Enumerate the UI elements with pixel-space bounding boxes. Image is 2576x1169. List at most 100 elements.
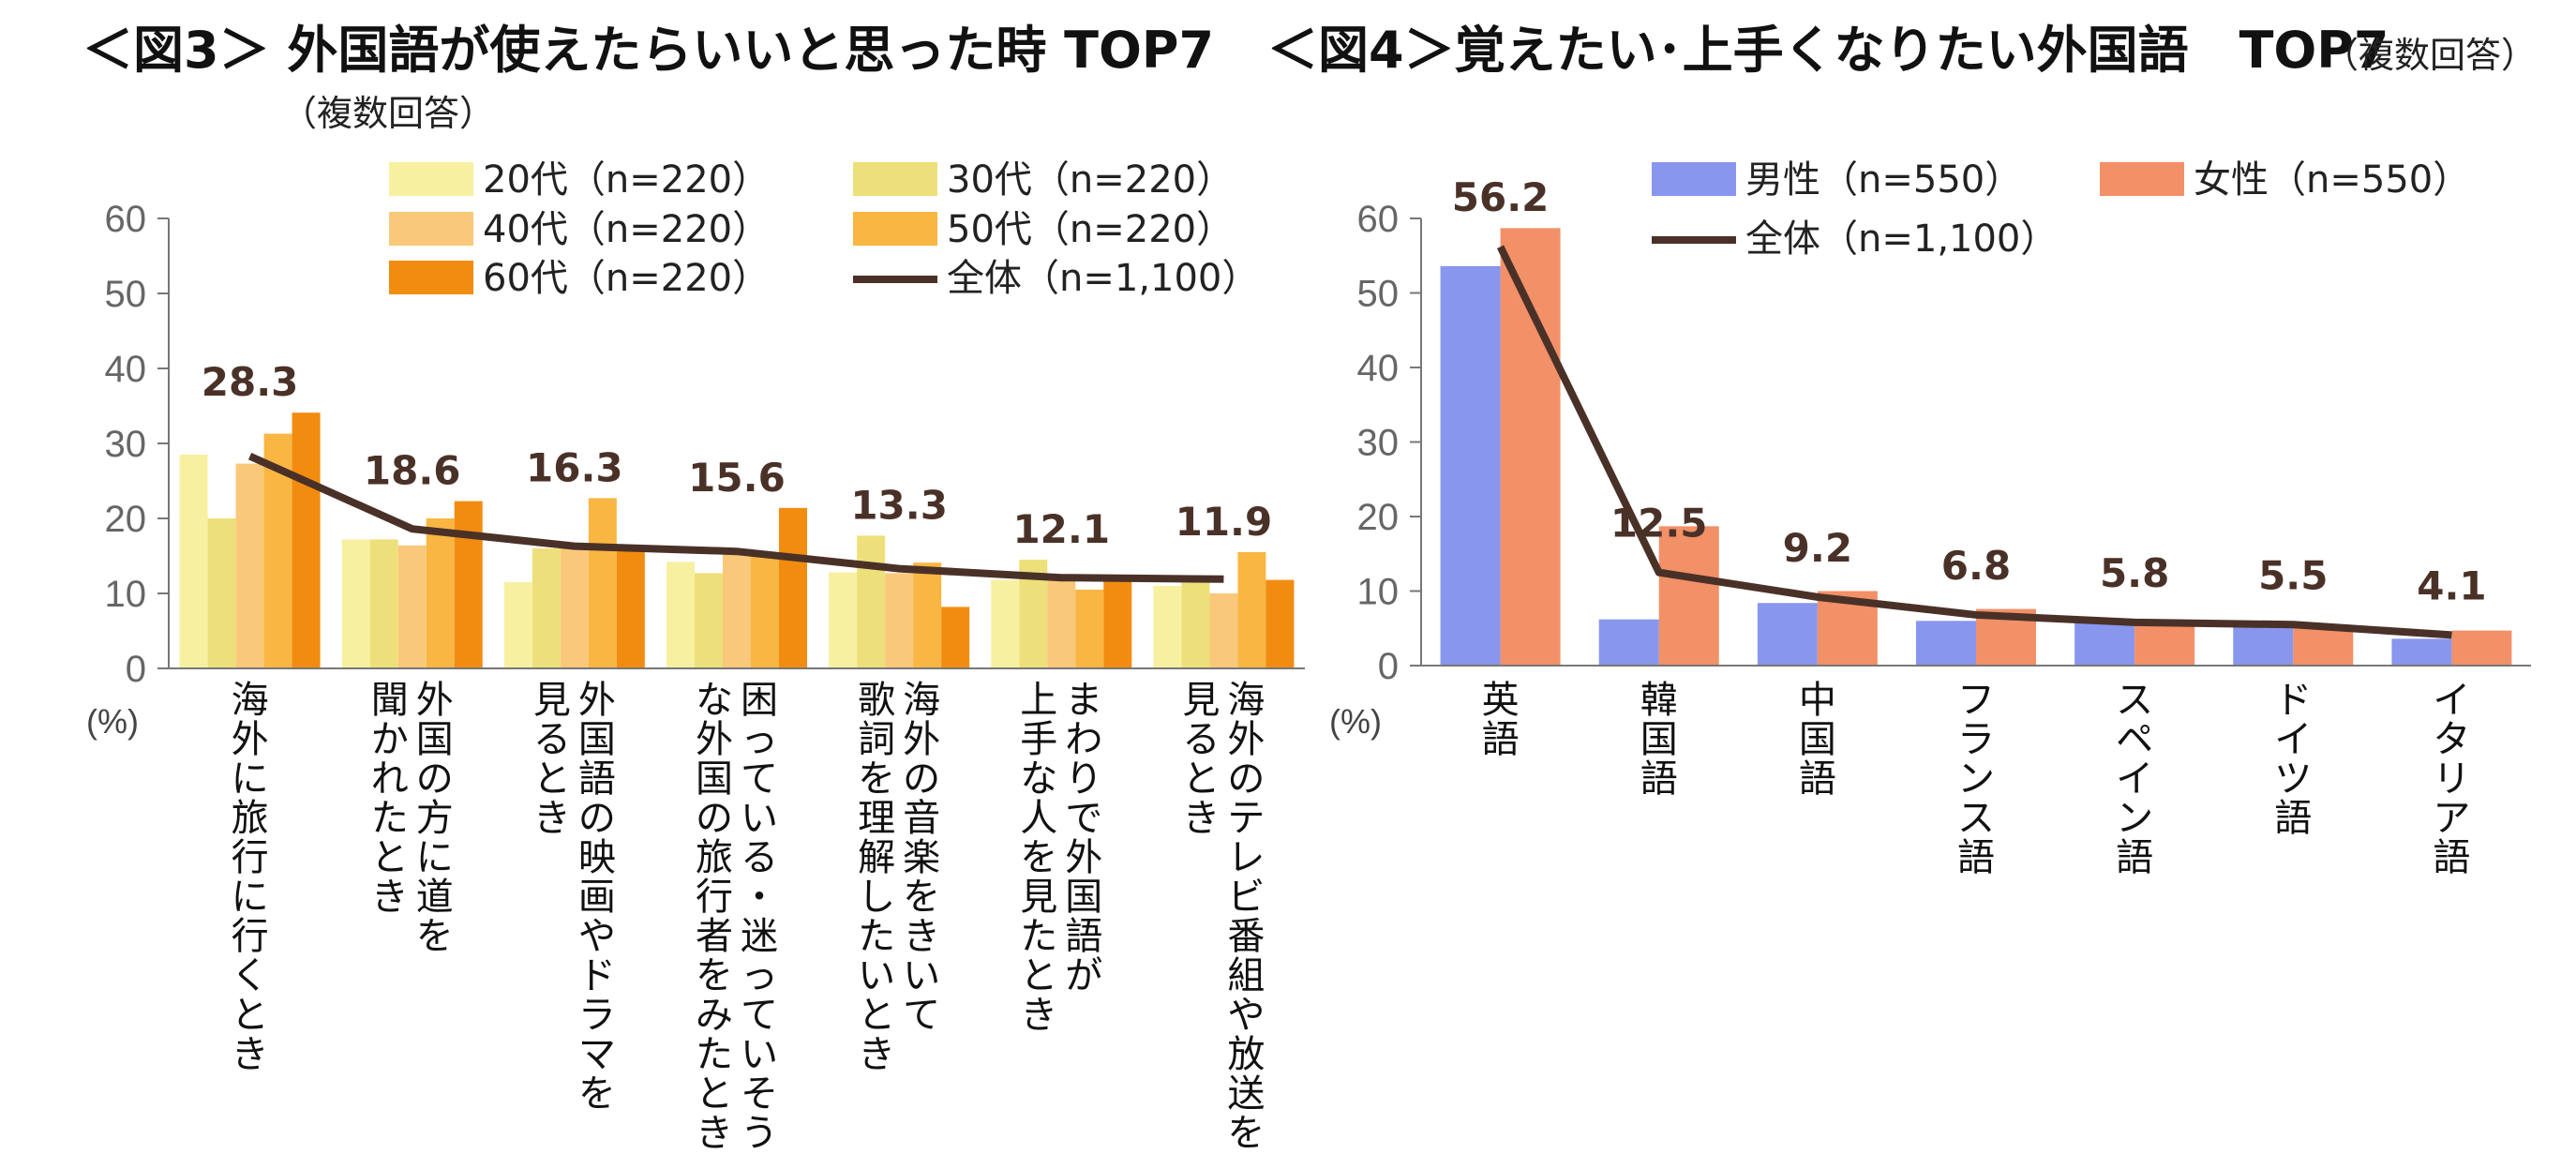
category-label: 見るとき [533, 679, 571, 840]
y-tick-label: 10 [105, 574, 147, 615]
legend-swatch [853, 162, 937, 196]
bar [1237, 552, 1266, 668]
data-label: 9.2 [1783, 525, 1852, 571]
bar [913, 562, 942, 668]
legend-label: 50代（n=220） [947, 208, 1234, 251]
bar [1075, 590, 1104, 668]
total-series-line [247, 452, 1224, 583]
bar [292, 412, 321, 668]
bar [426, 518, 455, 668]
legend-label: 男性（n=550） [1745, 158, 2022, 202]
category-label: 外国語の映画やドラマを [578, 679, 616, 1116]
bar [779, 507, 807, 668]
bar [560, 546, 589, 668]
category-label: 上手な人を見たとき [1020, 679, 1057, 1037]
data-label: 6.8 [1941, 543, 2011, 589]
y-tick-label: 30 [105, 424, 147, 465]
category-label: な外国の旅行者をみたとき [696, 679, 733, 1155]
y-tick-label: 30 [1357, 423, 1400, 464]
data-label: 5.5 [2258, 552, 2328, 598]
y-tick-label: 40 [105, 349, 147, 390]
legend-label: 女性（n=550） [2194, 158, 2470, 202]
bar [723, 552, 751, 668]
figure4-plot: 0 10 20 30 40 50 60 56.2 12.5 9.2 6.8 5.8 5.5 4.1 英語 韓国… [1357, 158, 2531, 879]
legend-label: 全体（n=1,100） [1745, 217, 2058, 261]
bar [1209, 593, 1238, 668]
data-label: 16.3 [526, 444, 623, 490]
category-label: 見るとき [1182, 679, 1220, 840]
bar [588, 498, 617, 668]
category-label: 海外に旅行に行くとき [232, 679, 269, 1076]
figure3-plot: 0 10 20 30 40 50 60 28.3 18.6 16.3 15.6 13.3 12.1 11.… [105, 158, 1305, 1155]
bar [1757, 603, 1818, 666]
bar [2391, 638, 2452, 666]
data-label: 15.6 [688, 455, 786, 501]
bar [2134, 622, 2195, 666]
bar [1266, 579, 1295, 668]
bar [1916, 621, 1976, 666]
category-label: 聞かれたとき [371, 679, 409, 919]
figure3-unit-label: (%) [86, 702, 139, 741]
bar [1440, 265, 1501, 666]
bar [1658, 526, 1719, 666]
category-label: 韓国語 [1640, 679, 1678, 801]
bar [991, 579, 1020, 668]
bar [1047, 579, 1076, 668]
bar [829, 572, 858, 668]
y-tick-label: 50 [105, 274, 147, 315]
bar [2233, 626, 2294, 666]
data-label: 28.3 [202, 359, 299, 405]
figure4-subtitle: （複数回答） [2323, 35, 2537, 76]
figure3-title: ＜図3＞ 外国語が使えたらいいと思った時 TOP7 [82, 21, 1214, 80]
legend-swatch [389, 212, 473, 246]
bar [532, 548, 561, 668]
legend-label: 40代（n=220） [483, 208, 770, 251]
data-label: 56.2 [1452, 174, 1550, 220]
bar [235, 463, 264, 668]
bar [397, 545, 427, 668]
category-label: 海外のテレビ番組や放送を [1227, 679, 1265, 1155]
data-label: 13.3 [850, 482, 948, 528]
data-label: 4.1 [2417, 562, 2486, 608]
bar [2451, 630, 2512, 666]
y-tick-label: 60 [105, 199, 147, 240]
data-label: 18.6 [364, 448, 461, 494]
bar [179, 455, 208, 668]
legend-swatch [389, 261, 473, 294]
category-label: 英語 [1482, 679, 1520, 761]
y-tick-label: 40 [1357, 348, 1400, 389]
bar [207, 518, 236, 668]
y-tick-label: 10 [1357, 572, 1400, 613]
bar [454, 501, 483, 668]
legend-label: 60代（n=220） [483, 257, 770, 300]
category-label: 海外の音楽をきいて [903, 679, 940, 1037]
legend-label: 20代（n=220） [483, 158, 770, 202]
data-label: 12.1 [1012, 506, 1110, 552]
y-tick-label: 0 [126, 649, 146, 690]
category-label: 困っている・迷っていそう [741, 679, 778, 1155]
category-label: 外国の方に道を [416, 679, 454, 958]
bar [1598, 619, 1659, 666]
category-label: 歌詞を理解したいとき [858, 679, 895, 1076]
legend-swatch [2100, 162, 2184, 196]
category-label: ドイツ語 [2274, 679, 2312, 840]
total-series-line [1496, 245, 2452, 639]
legend-swatch [853, 212, 937, 246]
data-label: 11.9 [1176, 499, 1273, 545]
data-label: 5.8 [2100, 550, 2169, 596]
bar [1103, 579, 1132, 668]
y-tick-label: 50 [1357, 274, 1400, 315]
bar [2074, 622, 2135, 666]
legend-label: 全体（n=1,100） [947, 257, 1259, 300]
category-label: まわりで外国語が [1065, 679, 1102, 997]
bar [666, 562, 695, 668]
bar [1181, 579, 1210, 668]
y-tick-label: 20 [1357, 497, 1400, 538]
bar [503, 582, 532, 668]
bar [1500, 228, 1561, 666]
bar [885, 573, 914, 668]
bar [941, 607, 970, 668]
category-label: 中国語 [1799, 679, 1836, 801]
bar [2293, 627, 2354, 666]
